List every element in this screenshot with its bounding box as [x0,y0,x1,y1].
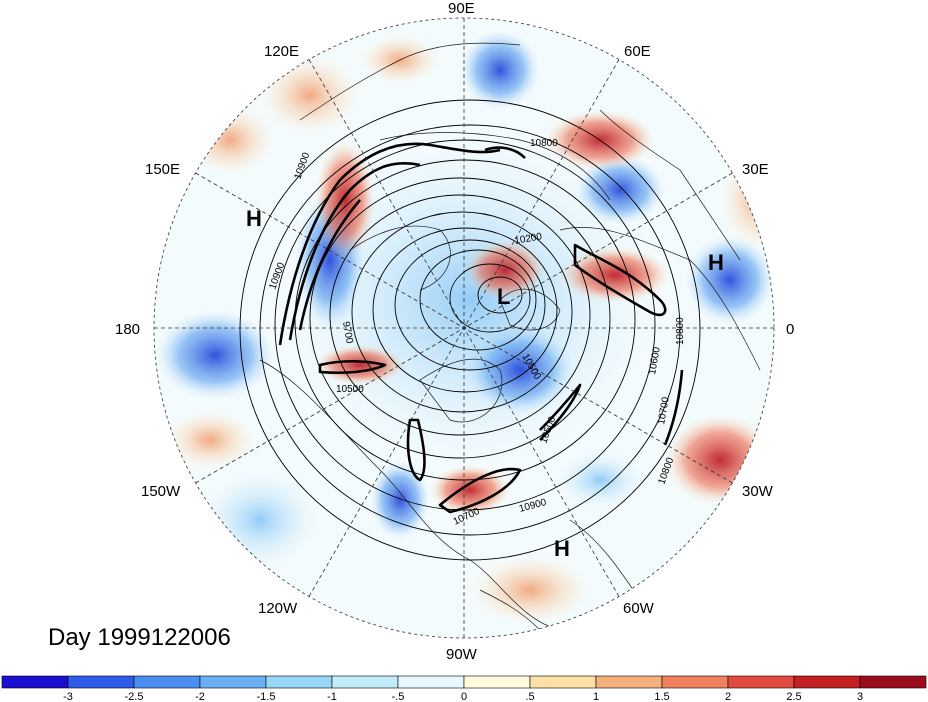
lon-label-60e: 60E [624,43,651,60]
colorbar-tick-label: 3 [857,691,863,702]
contour-label: 10200 [514,231,544,247]
high-pressure-marker: H [246,206,262,231]
colorbar-tick-label: -3 [63,691,73,702]
colorbar-swatch [529,675,597,689]
colorbar-swatch [1,675,69,689]
pressure-system-markers: H H H L [246,206,724,561]
contour-label: 10800 [530,138,558,149]
colorbar-tick-label: -1.5 [257,691,276,702]
colorbar-tick-label: -.5 [392,691,405,702]
colorbar-swatch [727,675,795,689]
colorbar-swatch [133,675,201,689]
contour-label: 10700 [656,396,672,426]
jet-contours [278,142,684,514]
lon-label-30w: 30W [742,483,774,500]
colorbar-tick-label: 2 [725,691,731,702]
colorbar-swatch [331,675,399,689]
contour-label: 10500 [336,384,364,395]
lon-label-120w: 120W [258,600,298,617]
contour-label: 10800 [675,317,686,345]
contour-label: 10600 [647,346,663,376]
colorbar-tick-label: .5 [525,691,534,702]
colorbar-swatch [793,675,861,689]
colorbar-swatch [859,675,927,689]
graticule [153,17,775,639]
colorbar-tick-label: 2.5 [786,691,801,702]
lon-label-60w: 60W [623,600,655,617]
longitude-labels: 90E 60E 30E 0 30W 60W 90W 120W 150W 180 … [115,0,794,663]
colorbar-swatch [397,675,465,689]
colorbar-tick-label: 0 [461,691,467,702]
high-pressure-marker: H [554,536,570,561]
colorbar-tick-label: 1.5 [654,691,669,702]
contour-label: 9700 [340,321,355,345]
colorbar-tick-label: 1 [593,691,599,702]
colorbar-swatch [67,675,135,689]
lon-label-0: 0 [786,321,794,338]
lon-label-180: 180 [115,321,140,338]
colorbar-swatch [463,675,531,689]
colorbar: -3 -2.5 -2 -1.5 -1 -.5 0 .5 1 1.5 2 2.5 3 [1,675,927,702]
colorbar-swatch [595,675,663,689]
lon-label-150e: 150E [145,161,180,178]
coastlines [259,42,761,631]
colorbar-swatch [199,675,267,689]
lon-label-120e: 120E [264,43,299,60]
lon-label-30e: 30E [742,161,769,178]
map-title: Day 1999122006 [48,624,231,651]
high-pressure-marker: H [708,250,724,275]
lon-label-90e: 90E [448,0,475,17]
colorbar-tick-label: -2 [195,691,205,702]
low-pressure-marker: L [497,284,510,309]
lon-label-90w: 90W [446,646,478,663]
lon-label-150w: 150W [141,483,181,500]
colorbar-swatch [661,675,729,689]
colorbar-tick-label: -2.5 [125,691,144,702]
colorbar-tick-label: -1 [327,691,337,702]
colorbar-swatch [265,675,333,689]
